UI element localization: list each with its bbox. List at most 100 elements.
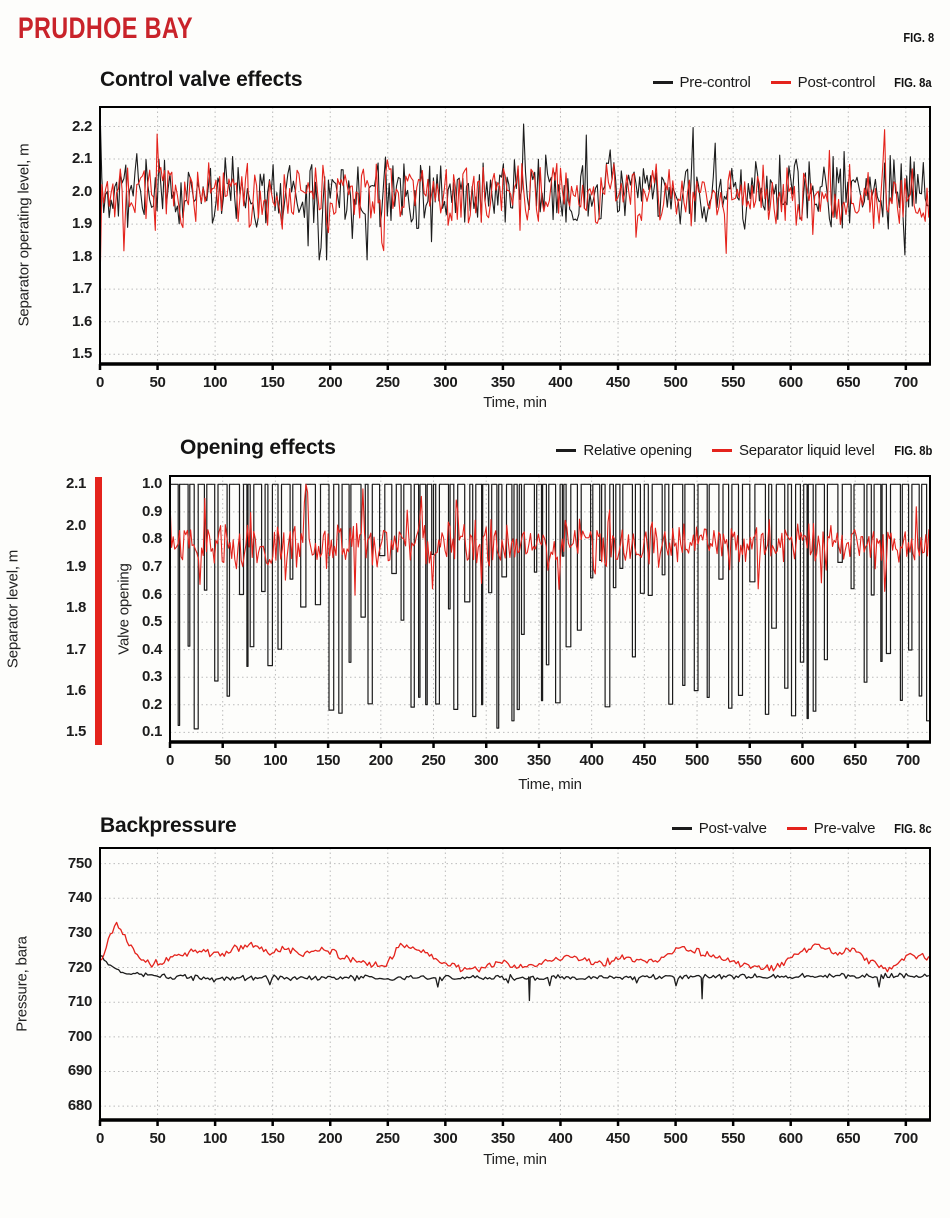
plot-area-fig8b xyxy=(168,475,931,748)
y-tick-label: 0.4 xyxy=(142,640,162,658)
x-tick-label: 600 xyxy=(778,1130,803,1147)
legend-item: Pre-control xyxy=(652,74,751,91)
plot-canvas xyxy=(168,475,931,748)
secondary-y-tick-label: 1.7 xyxy=(66,640,86,658)
x-tick-label: 100 xyxy=(203,374,228,391)
x-tick-label: 400 xyxy=(579,752,604,769)
x-tick-label: 450 xyxy=(632,752,657,769)
y-tick-label: 720 xyxy=(67,958,92,976)
x-tick-label: 200 xyxy=(318,374,343,391)
relative-opening-legend-dash-icon xyxy=(556,449,577,452)
secondary-y-tick-label: 1.6 xyxy=(66,682,86,699)
legend-fig8a: Pre-control Post-control FIG. 8a xyxy=(652,74,932,91)
x-tick-label: 150 xyxy=(260,1130,285,1147)
y-tick-label: 0.1 xyxy=(142,723,162,741)
x-tick-label: 300 xyxy=(474,752,499,769)
legend-label: Pre-valve xyxy=(813,820,876,837)
x-tick-label: 650 xyxy=(843,752,868,769)
y-tick-label: 740 xyxy=(67,889,92,907)
chart-title: Opening effects xyxy=(180,436,336,459)
series-post-control xyxy=(99,129,930,290)
x-tick-label: 300 xyxy=(433,1130,458,1147)
x-tick-label: 450 xyxy=(605,1130,631,1147)
secondary-y-tick-label: 2.1 xyxy=(66,475,86,493)
x-tick-label: 350 xyxy=(526,752,551,769)
x-tick-label: 300 xyxy=(433,374,458,391)
x-tick-label: 100 xyxy=(263,752,288,769)
x-tick-label: 250 xyxy=(375,374,400,391)
x-tick-label: 50 xyxy=(214,752,231,769)
post-control-legend-dash-icon xyxy=(770,81,791,84)
x-tick-label: 0 xyxy=(95,1130,105,1147)
legend-item: Post-valve xyxy=(671,820,767,837)
x-tick-label: 500 xyxy=(684,752,710,769)
y-axis-title: Pressure, bara xyxy=(13,936,31,1032)
y-tick-label: 0.3 xyxy=(142,668,162,686)
y-tick-label: 0.5 xyxy=(142,613,162,631)
y-tick-label: 1.0 xyxy=(142,475,162,493)
chart-title: Control valve effects xyxy=(100,68,303,91)
x-tick-label: 50 xyxy=(149,1130,166,1147)
separator-axis-red-bar xyxy=(95,477,102,745)
x-tick-label: 550 xyxy=(721,1130,746,1147)
x-tick-label: 250 xyxy=(421,752,446,769)
y-tick-label: 1.7 xyxy=(72,280,92,298)
legend-item: Separator liquid level xyxy=(711,442,875,459)
x-tick-label: 650 xyxy=(836,374,861,391)
y-tick-label: 750 xyxy=(67,854,92,872)
y-tick-label: 2.1 xyxy=(72,150,92,168)
x-tick-label: 250 xyxy=(375,1130,400,1147)
separator-level-legend-dash-icon xyxy=(711,449,732,452)
series-pre-control xyxy=(99,106,929,261)
x-tick-label: 550 xyxy=(721,374,746,391)
x-axis-title: Time, min xyxy=(483,394,547,411)
x-tick-label: 550 xyxy=(737,752,762,769)
plot-area-fig8a xyxy=(98,106,931,370)
x-tick-label: 0 xyxy=(95,374,105,391)
fig8a-label: FIG. 8a xyxy=(894,75,932,90)
page-title: PRUDHOE BAY xyxy=(18,12,194,45)
legend-label: Relative opening xyxy=(583,442,692,459)
series-relative-opening xyxy=(170,483,931,730)
x-tick-label: 500 xyxy=(663,1130,688,1147)
y-tick-label: 1.5 xyxy=(72,345,92,363)
x-tick-label: 700 xyxy=(895,752,920,769)
x-tick-label: 600 xyxy=(778,374,803,391)
x-tick-label: 400 xyxy=(548,374,573,391)
x-tick-label: 100 xyxy=(203,1130,228,1147)
chart-title: Backpressure xyxy=(100,814,237,837)
post-valve-legend-dash-icon xyxy=(671,827,692,830)
secondary-y-tick-label: 2.0 xyxy=(66,516,86,534)
y-tick-label: 730 xyxy=(67,923,92,941)
y-tick-label: 1.9 xyxy=(72,215,92,233)
plot-border xyxy=(99,847,931,1121)
x-tick-label: 600 xyxy=(790,752,815,769)
y-tick-label: 0.9 xyxy=(142,502,162,520)
pre-control-legend-dash-icon xyxy=(652,81,673,84)
x-tick-label: 450 xyxy=(605,374,631,391)
y-tick-label: 0.7 xyxy=(142,557,162,575)
x-tick-label: 650 xyxy=(836,1130,861,1147)
x-tick-label: 700 xyxy=(893,374,918,391)
series-pre-valve xyxy=(99,921,930,973)
plot-canvas xyxy=(98,106,931,370)
series-separator-liquid-level xyxy=(169,483,930,596)
secondary-y-tick-label: 1.9 xyxy=(66,557,86,575)
y-tick-label: 1.6 xyxy=(72,312,92,330)
x-tick-label: 200 xyxy=(318,1130,343,1147)
x-axis-title: Time, min xyxy=(518,776,582,793)
y-tick-label: 0.8 xyxy=(142,530,162,548)
legend-fig8b: Relative opening Separator liquid level … xyxy=(556,442,932,459)
y-tick-label: 2.0 xyxy=(72,182,92,200)
plot-area-fig8c xyxy=(98,847,931,1126)
fig8c-label: FIG. 8c xyxy=(894,821,932,836)
series-post-valve xyxy=(99,955,930,1002)
y-tick-label: 0.6 xyxy=(142,585,162,603)
plot-canvas xyxy=(98,847,931,1126)
x-axis-title: Time, min xyxy=(483,1151,547,1168)
x-tick-label: 350 xyxy=(490,374,515,391)
y-tick-label: 0.2 xyxy=(142,695,162,713)
